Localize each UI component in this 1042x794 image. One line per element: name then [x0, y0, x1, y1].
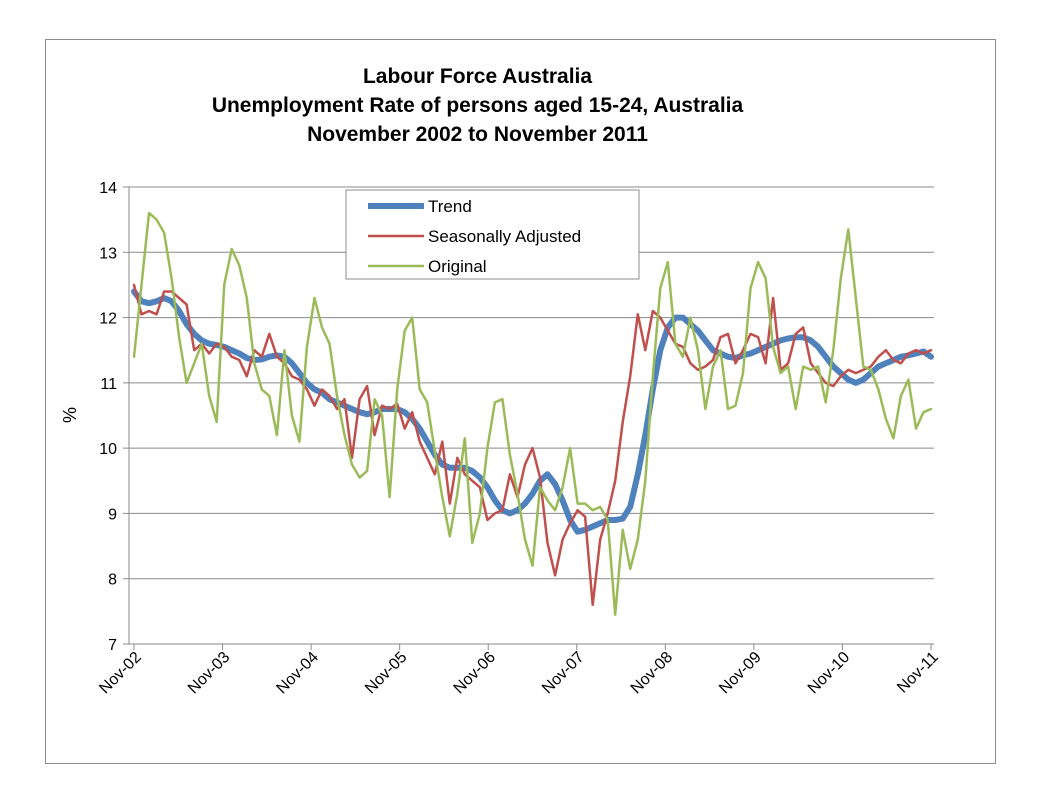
chart-title: Labour Force Australia Unemployment Rate… [0, 62, 955, 149]
series-line-seasonally-adjusted [132, 283, 933, 607]
series-line-original [132, 211, 933, 616]
series-lines [131, 211, 934, 616]
legend-label-trend: Trend [428, 197, 472, 216]
x-tick-label: Nov-08 [628, 649, 677, 698]
x-tick-label: Nov-04 [273, 649, 322, 698]
y-axis-label: % [60, 407, 80, 423]
x-tick-label: Nov-05 [362, 649, 411, 698]
y-tick-label: 11 [100, 376, 117, 393]
chart-title-line-2: Unemployment Rate of persons aged 15-24,… [211, 94, 744, 117]
x-tick-label: Nov-03 [185, 649, 234, 698]
chart-frame [45, 39, 996, 764]
x-tick-label: Nov-11 [894, 649, 942, 697]
y-tick-label: 10 [99, 441, 117, 458]
y-tick-label: 9 [108, 506, 117, 523]
x-tick-label: Nov-10 [805, 649, 854, 698]
y-tick-label: 7 [108, 637, 117, 654]
series-line-trend [131, 288, 934, 535]
y-tick-label: 13 [99, 245, 117, 262]
chart-title-line-3: November 2002 to November 2011 [307, 123, 648, 146]
x-tick-label: Nov-02 [96, 649, 145, 698]
y-tick-label: 8 [108, 572, 117, 589]
x-tick-label: Nov-07 [539, 649, 588, 698]
legend: Trend Seasonally Adjusted Original [345, 189, 640, 280]
x-tick-label: Nov-09 [716, 649, 765, 698]
y-tick-label: 12 [99, 311, 117, 328]
legend-label-seasonally-adjusted: Seasonally Adjusted [428, 227, 581, 246]
chart-title-line-1: Labour Force Australia [362, 65, 593, 88]
x-tick-label: Nov-06 [451, 649, 500, 698]
y-tick-label: 14 [99, 180, 117, 197]
legend-label-original: Original [428, 257, 487, 276]
